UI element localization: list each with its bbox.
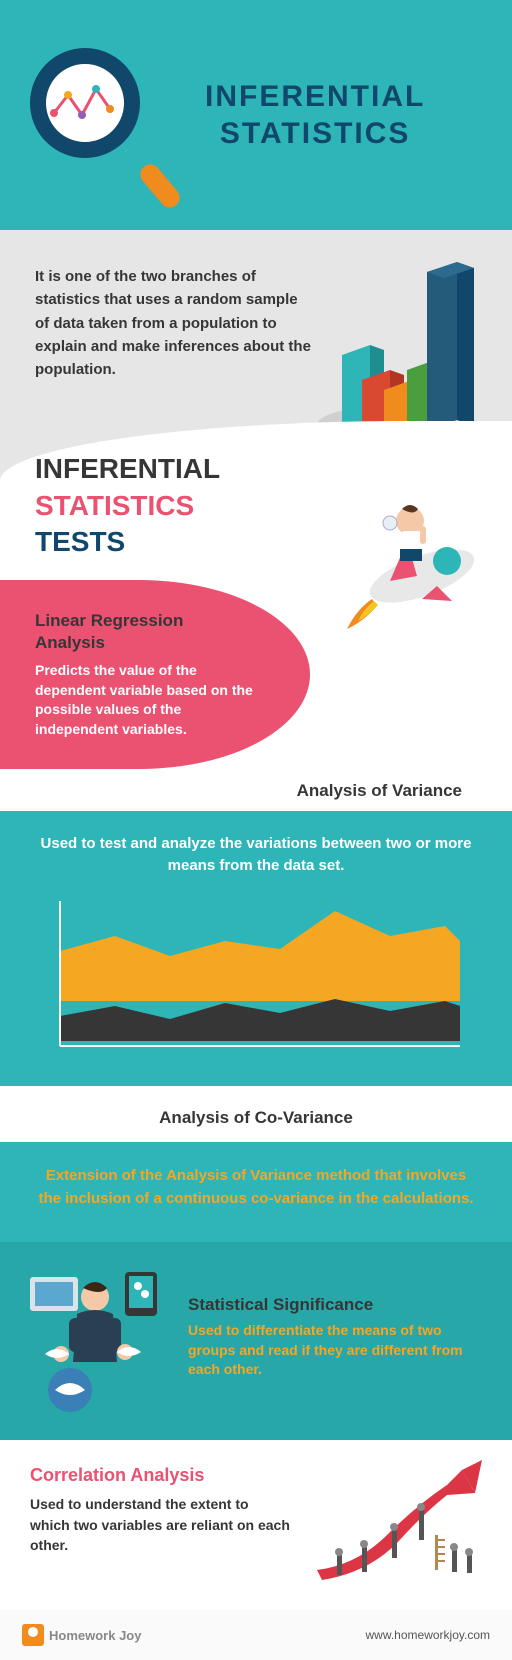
ancova-title: Analysis of Co-Variance: [35, 1108, 477, 1128]
ancova-heading: Analysis of Co-Variance: [0, 1086, 512, 1142]
linear-regression-section: Linear Regression Analysis Predicts the …: [0, 580, 512, 769]
ancova-text: Extension of the Analysis of Variance me…: [35, 1164, 477, 1211]
statsig-text: Used to differentiate the means of two g…: [188, 1321, 487, 1380]
magnifier-icon: [30, 48, 165, 183]
person-devices-icon: [25, 1262, 180, 1412]
linear-title: Linear Regression Analysis: [35, 610, 255, 653]
footer-url: www.homeworkjoy.com: [366, 1628, 490, 1642]
footer: Homework Joy www.homeworkjoy.com: [0, 1610, 512, 1660]
brand-logo: Homework Joy: [22, 1624, 141, 1646]
growth-arrow-icon: [307, 1455, 492, 1585]
statsig-title: Statistical Significance: [188, 1295, 487, 1315]
ancova-section: Extension of the Analysis of Variance me…: [0, 1142, 512, 1243]
anova-section: Used to test and analyze the variations …: [0, 811, 512, 1086]
bar-chart-3d-icon: [312, 250, 487, 450]
corr-text: Used to understand the extent to which t…: [30, 1494, 290, 1555]
anova-label: Analysis of Variance: [0, 769, 512, 811]
statsig-section: Statistical Significance Used to differe…: [0, 1242, 512, 1440]
intro-text: It is one of the two branches of statist…: [35, 265, 315, 381]
hero-section: INFERENTIAL STATISTICS: [0, 0, 512, 230]
hero-title: INFERENTIAL STATISTICS: [205, 78, 425, 153]
tests-heading-section: INFERENTIAL STATISTICS TESTS: [0, 421, 512, 600]
correlation-section: Correlation Analysis Used to understand …: [0, 1440, 512, 1610]
area-chart: [35, 891, 465, 1056]
anova-text: Used to test and analyze the variations …: [35, 833, 477, 877]
linear-text: Predicts the value of the dependent vari…: [35, 661, 255, 739]
logo-mark-icon: [22, 1624, 44, 1646]
